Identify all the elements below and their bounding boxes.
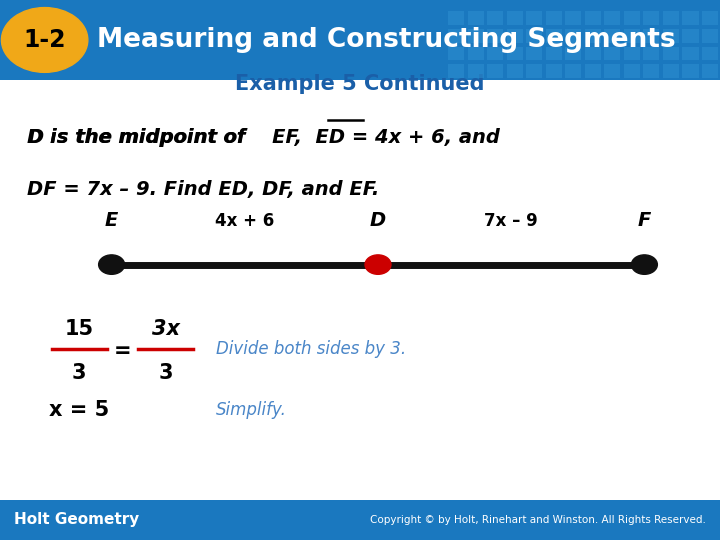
Text: Measuring and Constructing Segments: Measuring and Constructing Segments	[97, 27, 676, 53]
Bar	[487, 64, 503, 78]
Bar	[546, 46, 562, 60]
Text: 15: 15	[65, 319, 94, 340]
Bar	[526, 64, 542, 78]
Bar	[448, 46, 464, 60]
Bar	[526, 11, 542, 25]
Bar	[624, 64, 640, 78]
Bar	[663, 29, 679, 43]
Bar	[624, 11, 640, 25]
Bar	[702, 46, 718, 60]
Text: Holt Geometry: Holt Geometry	[14, 512, 140, 527]
Bar	[507, 11, 523, 25]
Text: x = 5: x = 5	[49, 400, 109, 421]
Bar	[585, 46, 600, 60]
Text: 3x: 3x	[152, 319, 179, 340]
Bar	[663, 64, 679, 78]
Bar	[467, 29, 484, 43]
Bar	[624, 29, 640, 43]
Bar	[565, 11, 581, 25]
Text: DF = 7x – 9. Find ED, DF, and EF.: DF = 7x – 9. Find ED, DF, and EF.	[27, 179, 379, 199]
Text: E: E	[105, 211, 118, 229]
Bar	[487, 11, 503, 25]
Bar	[507, 46, 523, 60]
Bar	[448, 11, 464, 25]
Bar	[0, 500, 720, 540]
Text: 1-2: 1-2	[23, 28, 66, 52]
Bar	[585, 11, 600, 25]
Text: 3: 3	[72, 362, 86, 383]
Bar	[702, 29, 718, 43]
Bar	[526, 29, 542, 43]
Bar	[507, 64, 523, 78]
Bar	[702, 64, 718, 78]
Bar	[467, 46, 484, 60]
Bar	[467, 64, 484, 78]
Bar	[683, 46, 698, 60]
Bar	[644, 11, 660, 25]
Circle shape	[99, 255, 125, 274]
Bar	[487, 46, 503, 60]
Text: $\bfit{D}$ is the midpoint of: $\bfit{D}$ is the midpoint of	[27, 126, 250, 149]
Text: D: D	[370, 211, 386, 229]
Bar	[507, 29, 523, 43]
Text: 7x – 9: 7x – 9	[485, 212, 538, 230]
Text: F: F	[638, 211, 651, 229]
Bar	[487, 29, 503, 43]
Text: 3: 3	[158, 362, 173, 383]
Bar	[663, 46, 679, 60]
Circle shape	[365, 255, 391, 274]
Bar	[644, 64, 660, 78]
Text: Copyright © by Holt, Rinehart and Winston. All Rights Reserved.: Copyright © by Holt, Rinehart and Winsto…	[370, 515, 706, 525]
Bar	[448, 64, 464, 78]
Bar	[702, 11, 718, 25]
Text: D is the midpoint of    EF,  ED = 4x + 6, and: D is the midpoint of EF, ED = 4x + 6, an…	[27, 128, 500, 147]
Bar	[663, 11, 679, 25]
Circle shape	[631, 255, 657, 274]
Circle shape	[1, 8, 88, 72]
Text: =: =	[114, 341, 131, 361]
Bar	[546, 29, 562, 43]
Bar	[604, 64, 621, 78]
Bar	[683, 64, 698, 78]
Bar	[683, 29, 698, 43]
Text: Simplify.: Simplify.	[216, 401, 287, 420]
Bar	[624, 46, 640, 60]
Bar	[604, 29, 621, 43]
Bar	[585, 64, 600, 78]
Bar	[604, 46, 621, 60]
Bar	[448, 29, 464, 43]
Bar	[565, 46, 581, 60]
Bar	[644, 29, 660, 43]
Bar	[546, 11, 562, 25]
Text: 4x + 6: 4x + 6	[215, 212, 274, 230]
Bar	[585, 29, 600, 43]
Text: Divide both sides by 3.: Divide both sides by 3.	[216, 340, 406, 359]
Bar	[604, 11, 621, 25]
Bar	[683, 11, 698, 25]
Text: Example 5 Continued: Example 5 Continued	[235, 73, 485, 94]
Bar	[644, 46, 660, 60]
Bar	[546, 64, 562, 78]
Bar	[0, 0, 720, 80]
Bar	[526, 46, 542, 60]
Bar	[565, 64, 581, 78]
Bar	[467, 11, 484, 25]
Bar	[565, 29, 581, 43]
